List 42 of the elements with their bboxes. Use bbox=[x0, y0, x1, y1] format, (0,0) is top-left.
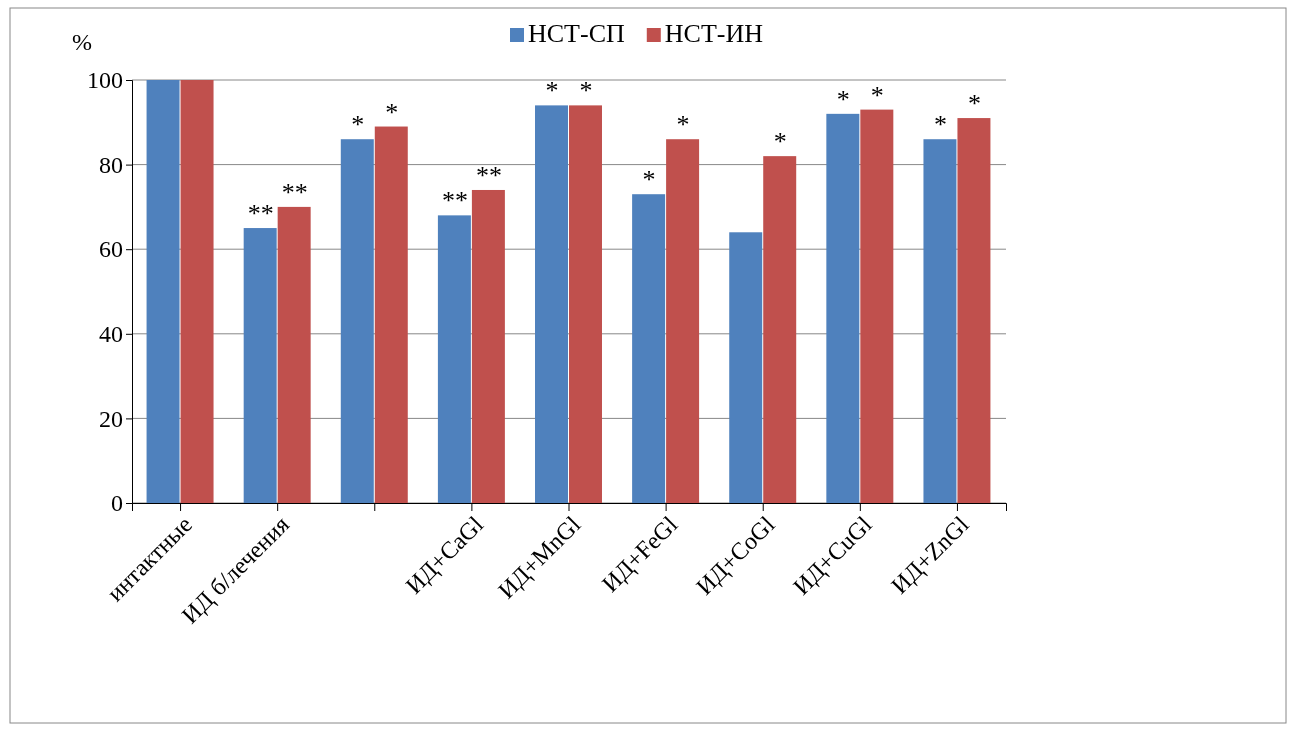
y-tick-label: 60 bbox=[99, 236, 123, 263]
bar bbox=[340, 139, 374, 503]
legend-label: НСТ-СП bbox=[528, 19, 625, 48]
data-label: * bbox=[967, 89, 981, 119]
bar bbox=[763, 156, 797, 503]
data-label: * bbox=[933, 110, 947, 140]
data-label: * bbox=[642, 165, 656, 195]
bar bbox=[923, 139, 957, 503]
bar bbox=[243, 228, 277, 503]
data-label: ** bbox=[247, 199, 274, 229]
bar bbox=[437, 215, 471, 503]
bar bbox=[957, 118, 991, 503]
bar bbox=[666, 139, 700, 503]
bar bbox=[180, 80, 214, 503]
bar bbox=[146, 80, 180, 503]
bar bbox=[277, 206, 311, 503]
data-label: * bbox=[579, 76, 593, 106]
bar bbox=[374, 126, 408, 503]
bar bbox=[826, 113, 860, 503]
bar bbox=[569, 105, 602, 503]
y-tick-label: 100 bbox=[87, 67, 123, 94]
data-label: * bbox=[836, 84, 850, 114]
bar bbox=[535, 105, 568, 503]
data-label: * bbox=[545, 76, 559, 106]
bar bbox=[860, 109, 894, 503]
y-tick-label: 40 bbox=[99, 320, 123, 347]
data-label: * bbox=[351, 110, 365, 140]
bar bbox=[632, 194, 666, 503]
y-tick-label: 20 bbox=[99, 405, 123, 432]
y-tick-label: 0 bbox=[111, 490, 123, 517]
bar bbox=[471, 189, 505, 503]
bar bbox=[729, 232, 763, 503]
data-label: ** bbox=[475, 160, 502, 190]
data-label: ** bbox=[281, 177, 308, 207]
data-label: ** bbox=[441, 186, 468, 216]
y-tick-label: 80 bbox=[99, 151, 123, 178]
data-label: * bbox=[773, 127, 787, 157]
y-axis-title: % bbox=[72, 29, 92, 55]
data-label: * bbox=[870, 80, 884, 110]
data-label: * bbox=[676, 110, 690, 140]
legend-label: НСТ-ИН bbox=[664, 19, 764, 48]
data-label: * bbox=[385, 97, 399, 127]
